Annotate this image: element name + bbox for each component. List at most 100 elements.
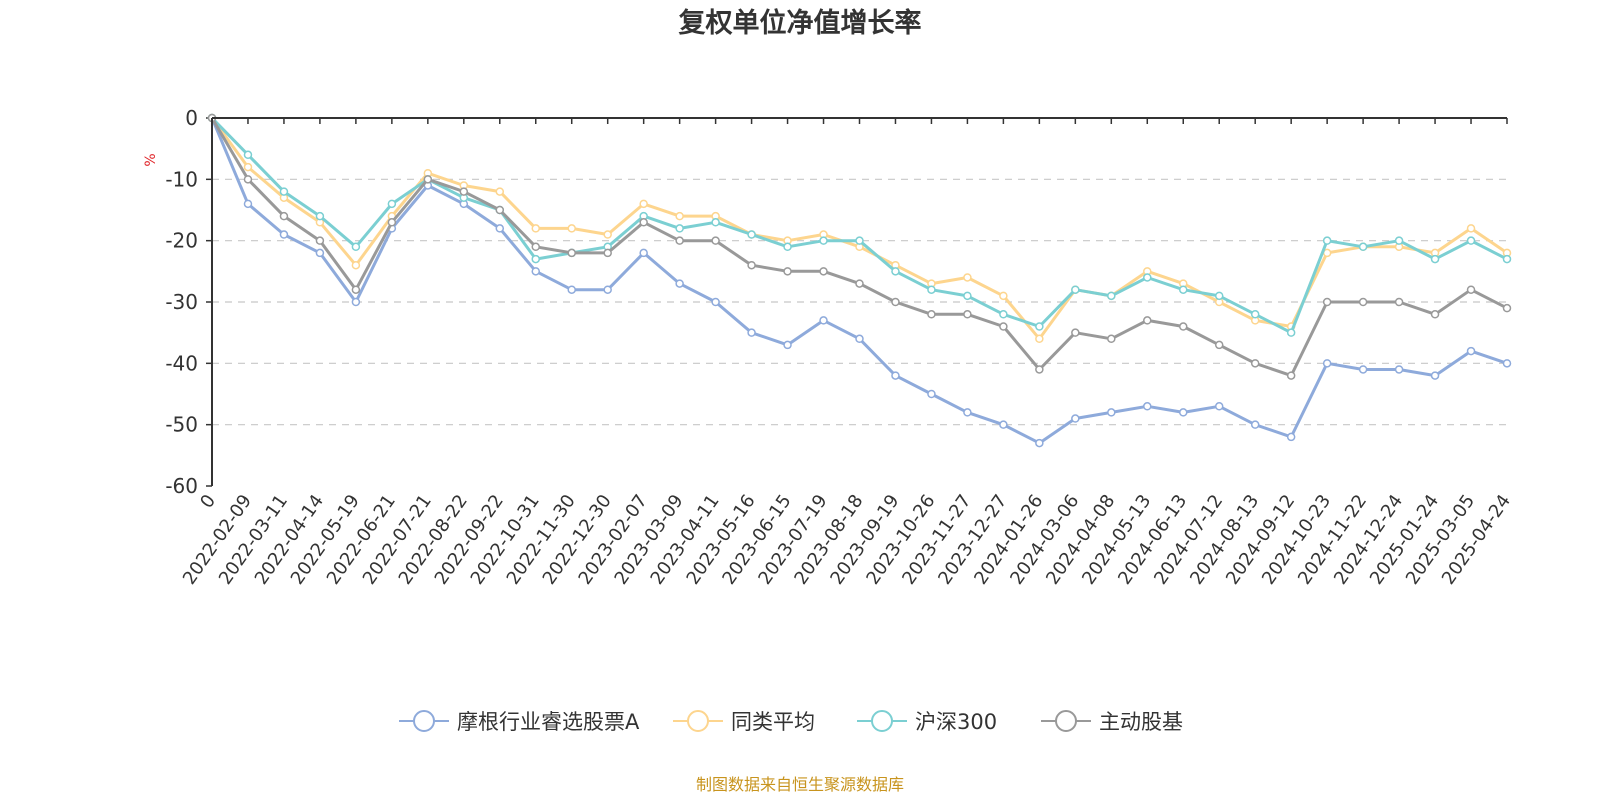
legend-item-4: 主动股基 bbox=[1041, 710, 1183, 734]
data-point bbox=[1502, 303, 1512, 313]
data-point bbox=[1322, 297, 1332, 307]
data-point bbox=[675, 211, 684, 221]
data-point bbox=[315, 236, 325, 245]
grid-lines bbox=[212, 178, 1507, 426]
data-point bbox=[675, 236, 684, 245]
data-point bbox=[891, 267, 900, 276]
data-point bbox=[1430, 254, 1440, 264]
data-point bbox=[891, 297, 900, 307]
y-axis-unit: % bbox=[143, 153, 159, 166]
legend-marker bbox=[413, 710, 435, 732]
data-point bbox=[1430, 371, 1440, 380]
data-point bbox=[999, 420, 1008, 429]
legend-item-1: 摩根行业睿选股票A bbox=[399, 710, 640, 734]
data-point bbox=[1107, 334, 1116, 344]
data-point bbox=[639, 248, 648, 258]
data-point bbox=[747, 230, 756, 239]
data-point bbox=[711, 236, 720, 245]
data-point bbox=[459, 187, 469, 196]
data-point bbox=[1143, 402, 1152, 411]
data-point bbox=[1430, 310, 1440, 319]
data-point bbox=[1466, 224, 1476, 233]
data-point bbox=[675, 279, 684, 288]
legend-marker bbox=[1055, 710, 1077, 732]
data-point bbox=[1502, 359, 1512, 368]
data-point bbox=[855, 279, 864, 288]
data-point bbox=[1322, 359, 1332, 368]
data-point bbox=[1286, 432, 1296, 442]
data-point bbox=[927, 285, 936, 294]
data-point bbox=[639, 218, 648, 227]
data-point bbox=[1214, 402, 1224, 411]
data-point bbox=[495, 205, 505, 215]
data-point bbox=[963, 408, 972, 417]
data-point bbox=[1466, 346, 1476, 356]
data-point bbox=[351, 242, 361, 252]
data-point bbox=[999, 322, 1008, 331]
data-point bbox=[1035, 365, 1044, 374]
y-axis-ticks: 0 -10 -20 -30 -40 -50 -60 bbox=[165, 106, 212, 498]
data-point bbox=[1250, 310, 1260, 319]
legend-label: 摩根行业睿选股票A bbox=[457, 710, 640, 734]
data-point bbox=[243, 150, 253, 160]
data-point bbox=[1107, 408, 1116, 417]
data-point bbox=[1250, 359, 1260, 368]
data-point bbox=[1071, 285, 1080, 294]
data-point bbox=[1250, 420, 1260, 429]
series-line-3 bbox=[210, 116, 1508, 335]
data-point bbox=[1035, 334, 1044, 344]
data-point bbox=[243, 175, 253, 184]
data-point bbox=[711, 297, 720, 307]
data-point bbox=[927, 310, 936, 319]
series-line-2 bbox=[210, 117, 1508, 341]
series-lines bbox=[207, 113, 1512, 448]
data-point bbox=[1394, 365, 1404, 374]
data-point bbox=[1286, 371, 1296, 380]
legend: 摩根行业睿选股票A 同类平均 沪深300 主动股基 bbox=[399, 710, 1183, 734]
data-point bbox=[855, 236, 864, 245]
data-point bbox=[1035, 438, 1044, 448]
y-tick-label: -10 bbox=[165, 167, 198, 191]
data-point bbox=[747, 260, 756, 270]
data-point bbox=[1179, 408, 1188, 417]
data-point bbox=[1286, 328, 1296, 337]
axes bbox=[211, 117, 1507, 486]
y-tick-label: -20 bbox=[165, 229, 198, 253]
data-point bbox=[1358, 242, 1368, 252]
data-point bbox=[495, 187, 505, 196]
y-tick-label: -50 bbox=[165, 413, 198, 437]
data-point bbox=[1502, 254, 1512, 264]
data-point bbox=[531, 254, 540, 264]
legend-marker bbox=[871, 710, 893, 732]
data-point bbox=[1466, 236, 1476, 245]
legend-item-3: 沪深300 bbox=[857, 710, 997, 734]
data-point bbox=[1322, 236, 1332, 245]
data-point bbox=[567, 248, 576, 258]
data-point bbox=[531, 242, 540, 252]
data-point bbox=[963, 310, 972, 319]
data-point bbox=[1358, 297, 1368, 307]
data-point bbox=[819, 316, 828, 325]
data-point bbox=[639, 199, 648, 209]
data-point bbox=[243, 162, 253, 172]
data-point bbox=[279, 187, 289, 196]
data-point bbox=[279, 211, 289, 221]
data-point bbox=[783, 267, 792, 276]
data-point bbox=[1071, 328, 1080, 337]
data-point bbox=[567, 285, 576, 294]
data-point bbox=[315, 248, 325, 258]
data-point bbox=[1214, 340, 1224, 350]
data-point bbox=[351, 285, 361, 294]
y-tick-label: -30 bbox=[165, 290, 198, 314]
y-tick-label: 0 bbox=[185, 106, 198, 130]
data-point bbox=[603, 230, 612, 239]
data-point bbox=[927, 389, 936, 399]
data-point bbox=[351, 260, 361, 270]
data-point bbox=[819, 236, 828, 245]
data-point bbox=[675, 224, 684, 233]
data-point bbox=[1179, 285, 1188, 294]
data-point bbox=[963, 273, 972, 282]
data-point bbox=[1035, 322, 1044, 331]
chart-title: 复权单位净值增长率 bbox=[679, 7, 922, 39]
